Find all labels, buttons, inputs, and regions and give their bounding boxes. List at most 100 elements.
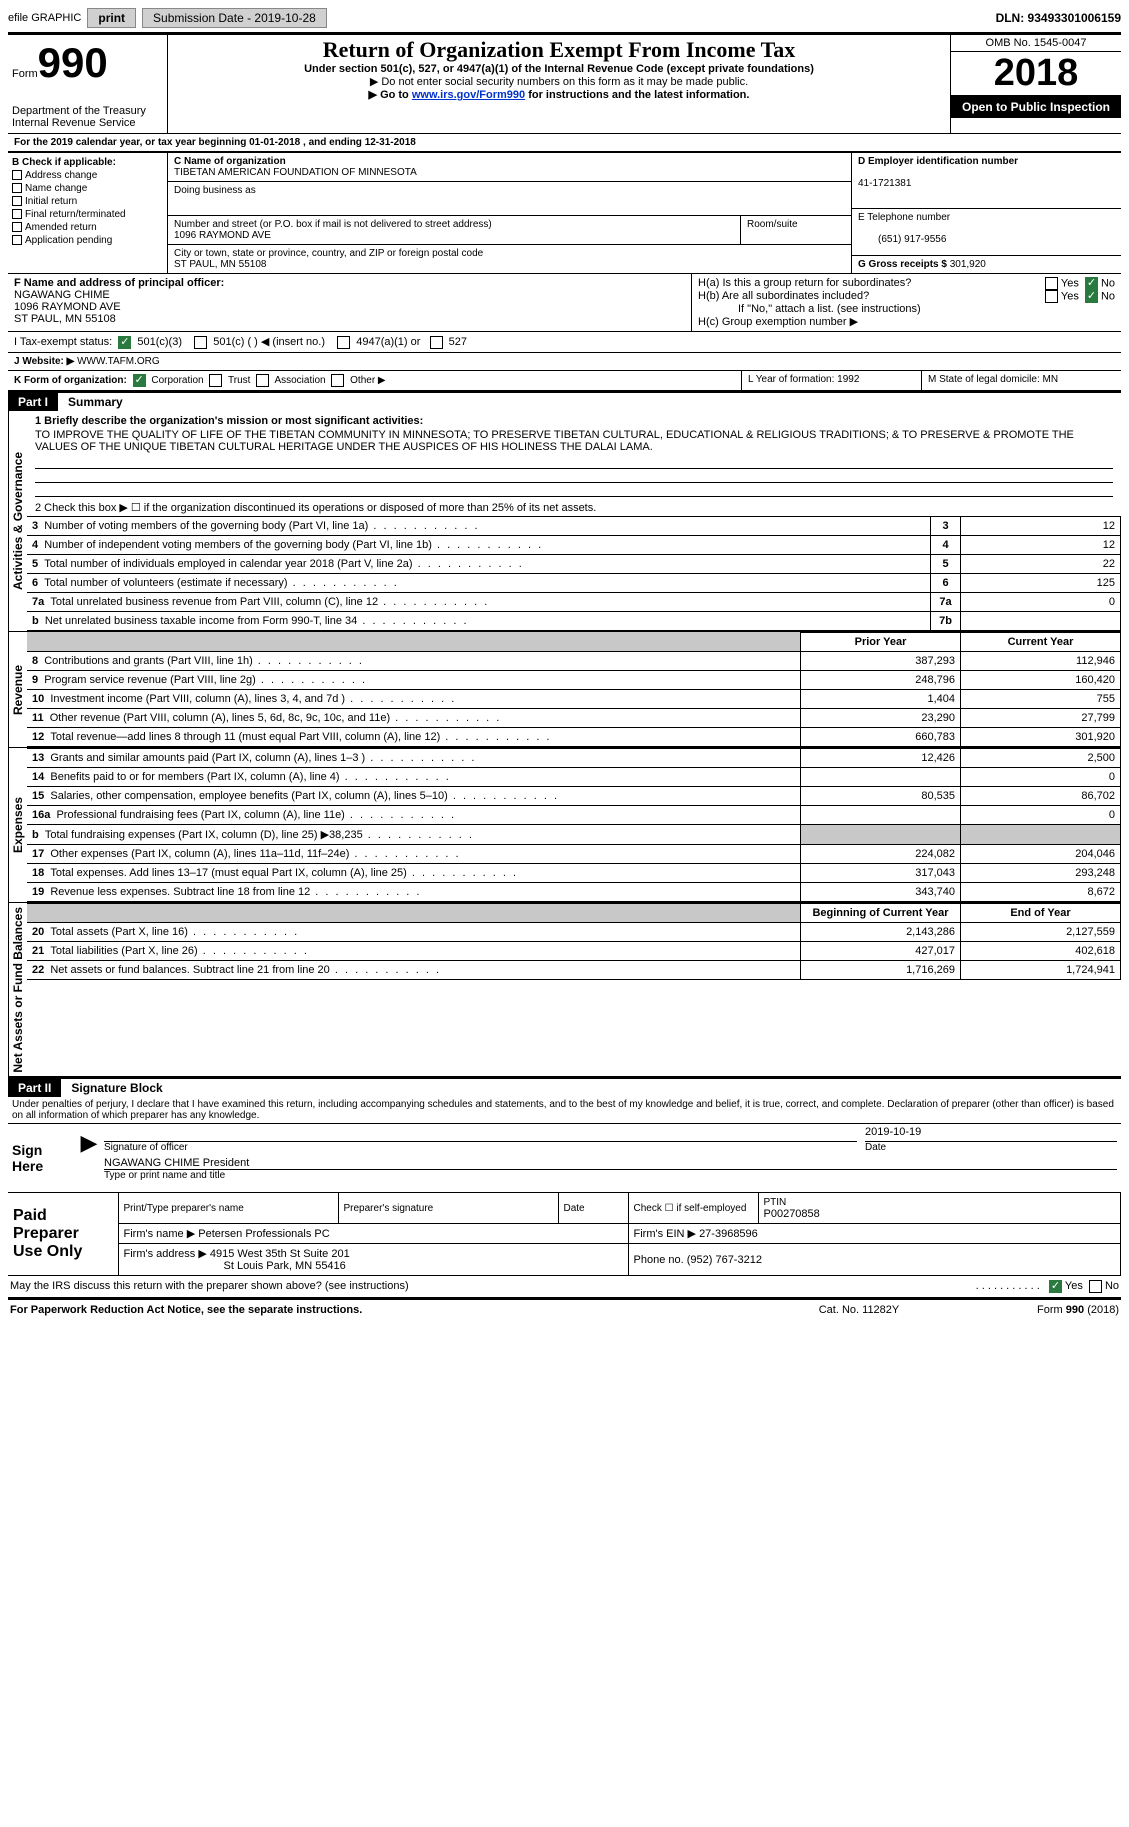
dln: DLN: 93493301006159	[996, 11, 1121, 25]
form-word: Form	[12, 68, 38, 80]
section-expenses: Expenses 13 Grants and similar amounts p…	[8, 748, 1121, 903]
table-row: 20 Total assets (Part X, line 16)2,143,2…	[27, 922, 1121, 941]
cb-4947[interactable]: 4947(a)(1) or	[356, 336, 420, 348]
addr-label: Number and street (or P.O. box if mail i…	[174, 219, 492, 230]
public-inspection: Open to Public Inspection	[951, 96, 1121, 118]
line-j-label: J Website: ▶	[14, 356, 74, 367]
cb-trust[interactable]: Trust	[228, 375, 250, 386]
grid-expenses: 13 Grants and similar amounts paid (Part…	[27, 748, 1121, 902]
discuss-yes[interactable]: Yes	[1065, 1280, 1083, 1293]
line-k-l-m: K Form of organization: ✓ Corporation Tr…	[8, 371, 1121, 393]
table-row: 9 Program service revenue (Part VIII, li…	[27, 670, 1121, 689]
omb-number: OMB No. 1545-0047	[951, 35, 1121, 52]
website: WWW.TAFM.ORG	[77, 356, 160, 367]
sig-officer-label: Signature of officer	[104, 1142, 857, 1153]
table-row: 18 Total expenses. Add lines 13–17 (must…	[27, 863, 1121, 882]
part-1-header: Part I Summary	[8, 393, 1121, 411]
hb-no[interactable]: No	[1101, 290, 1115, 302]
cb-other[interactable]: Other ▶	[350, 375, 385, 386]
line-m: M State of legal domicile: MN	[921, 371, 1121, 390]
prep-date-label: Date	[564, 1203, 585, 1214]
footer-right: Form 990 (2018)	[959, 1304, 1119, 1316]
hdr-beginning: Beginning of Current Year	[801, 903, 961, 922]
section-activities-governance: Activities & Governance 1 Briefly descri…	[8, 411, 1121, 632]
footer-left: For Paperwork Reduction Act Notice, see …	[10, 1304, 759, 1316]
sign-here-block: Sign Here ▶ Signature of officer 2019-10…	[8, 1124, 1121, 1192]
firm-ein-label: Firm's EIN ▶	[634, 1228, 697, 1240]
ha-label: H(a) Is this a group return for subordin…	[698, 277, 1042, 290]
mission-text: TO IMPROVE THE QUALITY OF LIFE OF THE TI…	[27, 429, 1121, 455]
telephone: (651) 917-9556	[858, 234, 946, 245]
table-row: 14 Benefits paid to or for members (Part…	[27, 767, 1121, 786]
table-row: 8 Contributions and grants (Part VIII, l…	[27, 651, 1121, 670]
cb-association[interactable]: Association	[274, 375, 325, 386]
city-state-zip: ST PAUL, MN 55108	[174, 259, 266, 270]
cb-corporation[interactable]: Corporation	[151, 375, 203, 386]
line-1-label: 1 Briefly describe the organization's mi…	[27, 411, 1121, 429]
officer-addr1: 1096 RAYMOND AVE	[14, 301, 121, 313]
box-b: B Check if applicable: Address change Na…	[8, 153, 168, 273]
section-net-assets: Net Assets or Fund Balances Beginning of…	[8, 903, 1121, 1080]
table-row: 12 Total revenue—add lines 8 through 11 …	[27, 727, 1121, 746]
subtitle-1: Under section 501(c), 527, or 4947(a)(1)…	[174, 63, 944, 75]
table-row: 3 Number of voting members of the govern…	[27, 516, 1121, 535]
cb-501c3[interactable]: 501(c)(3)	[137, 336, 182, 348]
subtitle-2: ▶ Do not enter social security numbers o…	[174, 75, 944, 88]
part-2-title: Signature Block	[61, 1079, 172, 1097]
side-nab: Net Assets or Fund Balances	[8, 903, 27, 1077]
part-2-header: Part II Signature Block	[8, 1079, 1121, 1097]
table-row: 6 Total number of volunteers (estimate i…	[27, 573, 1121, 592]
gross-receipts: 301,920	[950, 259, 986, 270]
hdr-prior-year: Prior Year	[801, 632, 961, 651]
page-footer: For Paperwork Reduction Act Notice, see …	[8, 1300, 1121, 1320]
officer-name: NGAWANG CHIME	[14, 289, 110, 301]
ha-no[interactable]: No	[1101, 277, 1115, 289]
hb-yes[interactable]: Yes	[1061, 290, 1079, 302]
box-b-head: B Check if applicable:	[12, 157, 163, 168]
subtitle-3b: for instructions and the latest informat…	[525, 89, 749, 101]
efile-label: efile GRAPHIC	[8, 12, 81, 24]
discuss-question: May the IRS discuss this return with the…	[10, 1280, 976, 1293]
prep-self-employed[interactable]: Check ☐ if self-employed	[634, 1203, 747, 1214]
side-ag: Activities & Governance	[8, 411, 27, 631]
form-header: Form990 Department of the Treasury Inter…	[8, 32, 1121, 134]
hdr-end: End of Year	[961, 903, 1121, 922]
tax-year: 2018	[951, 52, 1121, 96]
top-toolbar: efile GRAPHIC print Submission Date - 20…	[8, 8, 1121, 28]
box-c-label: C Name of organization	[174, 156, 286, 167]
firm-name-label: Firm's name ▶	[124, 1228, 196, 1240]
cb-application-pending[interactable]: Application pending	[25, 235, 112, 246]
cb-initial-return[interactable]: Initial return	[25, 196, 77, 207]
prep-sig-label: Preparer's signature	[344, 1203, 434, 1214]
discuss-row: May the IRS discuss this return with the…	[8, 1276, 1121, 1300]
part-1-title: Summary	[58, 393, 133, 411]
cb-amended-return[interactable]: Amended return	[25, 222, 97, 233]
hdr-current-year: Current Year	[961, 632, 1121, 651]
print-button[interactable]: print	[87, 8, 136, 28]
irs-link[interactable]: www.irs.gov/Form990	[412, 89, 525, 101]
form-title: Return of Organization Exempt From Incom…	[174, 37, 944, 63]
discuss-no[interactable]: No	[1105, 1280, 1119, 1293]
table-row: 15 Salaries, other compensation, employe…	[27, 786, 1121, 805]
cb-final-return[interactable]: Final return/terminated	[25, 209, 126, 220]
cb-527[interactable]: 527	[449, 336, 467, 348]
org-name: TIBETAN AMERICAN FOUNDATION OF MINNESOTA	[174, 167, 417, 178]
cb-501c[interactable]: 501(c) ( ) ◀ (insert no.)	[213, 336, 325, 348]
type-name-label: Type or print name and title	[104, 1170, 1117, 1181]
line-2: 2 Check this box ▶ ☐ if the organization…	[27, 497, 1121, 516]
table-row: 21 Total liabilities (Part X, line 26)42…	[27, 941, 1121, 960]
hb-label: H(b) Are all subordinates included?	[698, 290, 1042, 303]
cb-address-change[interactable]: Address change	[25, 170, 97, 181]
form-number: 990	[38, 39, 108, 86]
firm-addr1: 4915 West 35th St Suite 201	[210, 1248, 350, 1260]
cb-name-change[interactable]: Name change	[25, 183, 87, 194]
officer-addr2: ST PAUL, MN 55108	[14, 313, 116, 325]
firm-phone-label: Phone no.	[634, 1254, 684, 1266]
side-rev: Revenue	[8, 632, 27, 747]
ha-yes[interactable]: Yes	[1061, 277, 1079, 289]
sign-arrow-icon: ▶	[78, 1124, 100, 1192]
subtitle-3a: ▶ Go to	[369, 89, 412, 101]
table-row: 22 Net assets or fund balances. Subtract…	[27, 960, 1121, 979]
table-row: 7a Total unrelated business revenue from…	[27, 592, 1121, 611]
ein: 41-1721381	[858, 178, 911, 189]
